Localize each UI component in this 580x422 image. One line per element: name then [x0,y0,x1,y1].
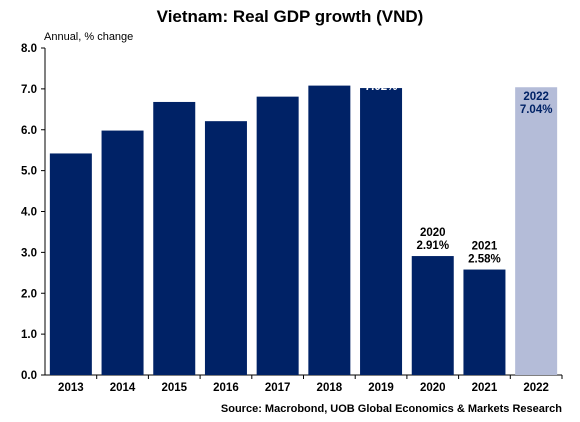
plot-area: 0.0 1.0 2.0 3.0 4.0 5.0 6.0 7.0 8.0 2013 2014 2015 2… [21,43,563,394]
bar-2017 [256,96,299,376]
x-tick-label: 2018 [317,382,343,394]
bar-2015 [153,101,196,375]
y-tick-label: 0.0 [21,370,37,382]
x-tick-label: 2019 [368,382,394,394]
data-label-2019: 2019 [368,68,394,80]
data-label-2021: 2.58% [468,254,501,266]
data-label-2022: 7.04% [520,104,553,116]
bar-2022 [515,87,558,376]
y-tick-label: 1.0 [21,329,37,341]
bar-2016 [204,121,247,375]
x-tick-label: 2022 [523,382,549,394]
bar-2021 [463,269,506,375]
bar-2020 [411,256,454,375]
y-tick-label: 6.0 [21,125,37,137]
data-label-2019: 7.02% [365,81,398,93]
data-label-2022: 2022 [523,91,549,103]
x-tick-label: 2013 [58,382,84,394]
data-label-2020: 2020 [420,227,446,239]
x-tick-label: 2015 [161,382,187,394]
x-tick-label: 2014 [110,382,136,394]
source-note: Source: Macrobond, UOB Global Economics … [221,403,562,415]
bar-2019 [360,88,403,376]
chart-title: Vietnam: Real GDP growth (VND) [157,7,424,26]
y-tick-label: 8.0 [21,43,37,55]
x-tick-label: 2020 [420,382,446,394]
y-tick-label: 4.0 [21,207,37,219]
data-label-2021: 2021 [472,241,498,253]
y-tick-label: 7.0 [21,84,37,96]
x-tick-label: 2016 [213,382,239,394]
y-tick-label: 2.0 [21,288,37,300]
y-tick-label: 5.0 [21,166,37,178]
data-label-2020: 2.91% [416,240,449,252]
x-tick-label: 2021 [472,382,498,394]
bar-2014 [101,130,144,375]
y-axis-label: Annual, % change [44,31,133,43]
bar-2013 [49,153,92,375]
bar-2018 [308,85,351,375]
x-tick-label: 2017 [265,382,291,394]
y-tick-label: 3.0 [21,247,37,259]
